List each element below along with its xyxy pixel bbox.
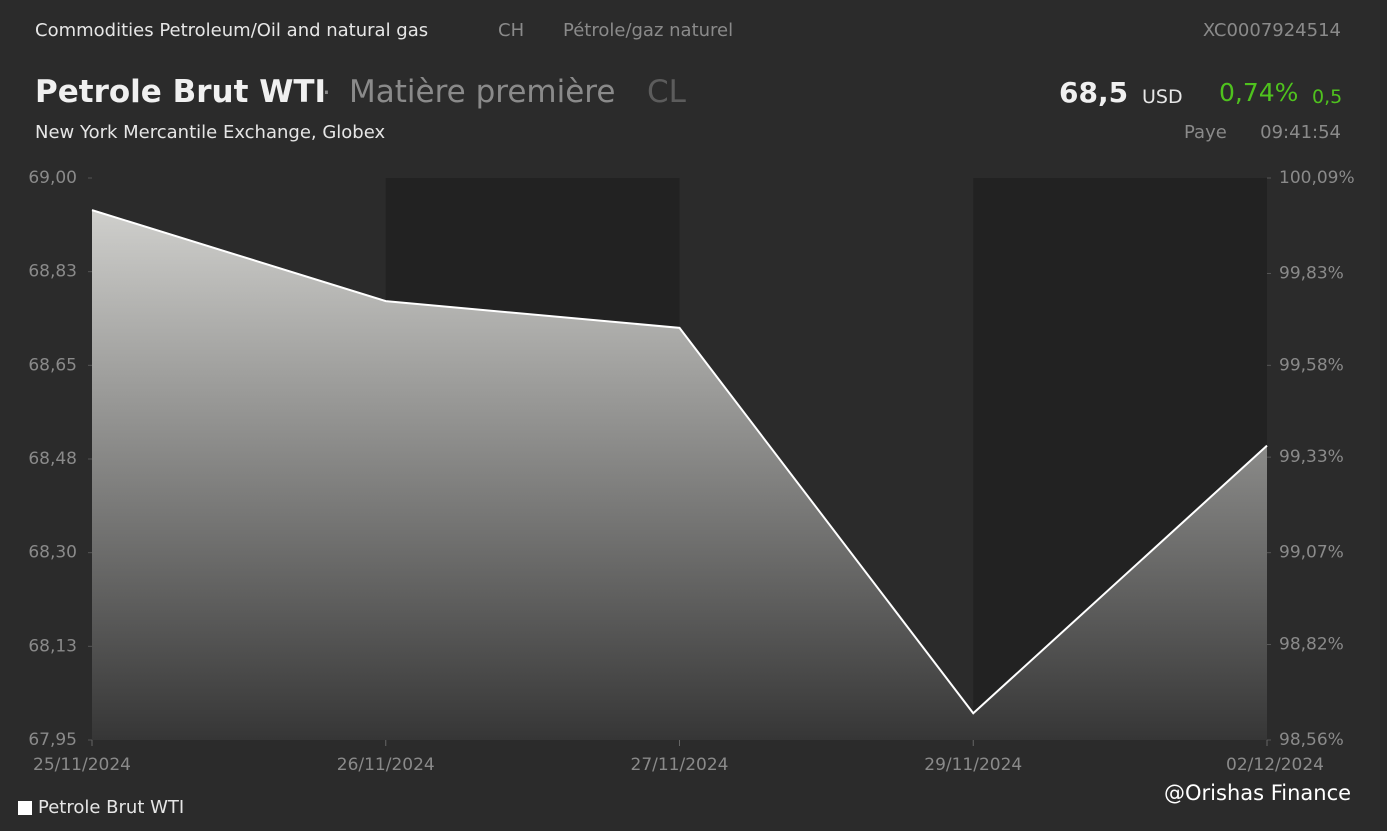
category: Commodities Petroleum/Oil and natural ga…	[35, 20, 429, 41]
price: 68,5	[1059, 76, 1129, 109]
change-pct: 0,74%	[1219, 78, 1299, 107]
x-tick-label: 29/11/2024	[924, 755, 1022, 775]
area-fill	[92, 210, 1267, 741]
x-tick-label: 25/11/2024	[33, 755, 131, 775]
y2-tick-label: 98,56%	[1279, 730, 1344, 750]
y2-tick-label: 99,58%	[1279, 355, 1344, 375]
change: 0,5	[1312, 86, 1343, 108]
legend: Petrole Brut WTI	[18, 797, 184, 818]
currency: USD	[1142, 86, 1183, 108]
y-tick-label: 68,13	[28, 636, 77, 656]
separator: ·	[322, 76, 331, 109]
asset-type: Matière première	[349, 74, 616, 110]
x-tick-label: 27/11/2024	[631, 755, 729, 775]
symbol: CL	[647, 74, 686, 110]
y2-tick-label: 99,33%	[1279, 447, 1344, 467]
exchange: New York Mercantile Exchange, Globex	[35, 122, 386, 143]
country: CH	[498, 20, 525, 41]
line	[91, 209, 1268, 715]
y-tick-label: 68,30	[28, 543, 77, 563]
x-tick-label: 26/11/2024	[337, 755, 435, 775]
y-tick-label: 69,00	[28, 168, 77, 188]
country-name: Paye	[1184, 122, 1227, 143]
y-tick-label: 68,65	[28, 355, 77, 375]
isin: XC0007924514	[1202, 20, 1341, 41]
y-tick-label: 67,95	[28, 730, 77, 750]
y-tick-label: 68,48	[28, 449, 77, 469]
time: 09:41:54	[1260, 122, 1341, 143]
y2-tick-label: 100,09%	[1279, 168, 1355, 188]
y2-tick-label: 99,83%	[1279, 264, 1344, 284]
y2-tick-label: 99,07%	[1279, 543, 1344, 563]
category-fr: Pétrole/gaz naturel	[563, 20, 734, 41]
instrument-name: Petrole Brut WTI	[35, 74, 327, 110]
legend-label: Petrole Brut WTI	[38, 797, 185, 818]
y-tick-label: 68,83	[28, 262, 77, 282]
x-tick-label: 02/12/2024	[1226, 755, 1324, 775]
watermark: @Orishas Finance	[1164, 781, 1352, 805]
legend-swatch	[18, 800, 32, 815]
y2-tick-label: 98,82%	[1279, 634, 1344, 654]
